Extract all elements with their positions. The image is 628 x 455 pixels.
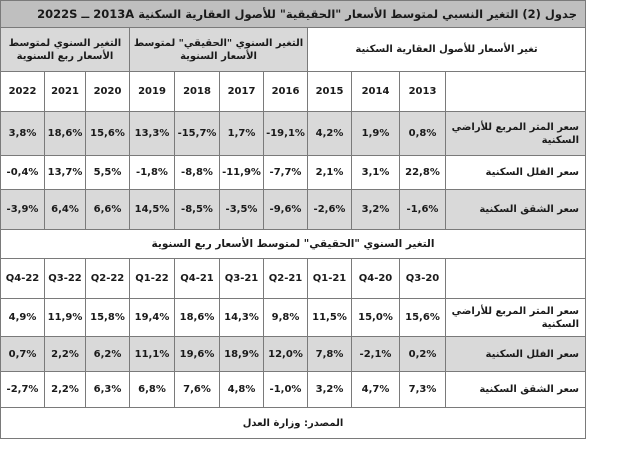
quarter-header: Q4-22: [0, 258, 45, 299]
table-cell: 7,8%: [307, 336, 352, 372]
quarterly-section-title: التغير السنوي "الحقيقي" لمتوسط الأسعار ر…: [0, 229, 586, 259]
quarter-header: Q1-21: [307, 258, 352, 299]
table-cell: -2,6%: [307, 189, 352, 230]
year-header: 2021: [44, 71, 86, 112]
table-cell: 2,1%: [307, 155, 352, 190]
table-cell: 2,2%: [44, 336, 86, 372]
row-label-villas: سعر الفلل السكنية: [445, 155, 586, 190]
table-cell: -8,5%: [174, 189, 220, 230]
table-cell: 15,0%: [351, 298, 400, 337]
table-cell: 13,3%: [129, 111, 175, 156]
table-cell: -3,9%: [0, 189, 45, 230]
group-header-annual-real: التغير السنوي "الحقيقي" لمتوسط الأسعار ا…: [129, 27, 308, 72]
table-cell: 14,5%: [129, 189, 175, 230]
table-cell: -1,0%: [263, 371, 308, 408]
quarter-header: 21-Q3: [219, 258, 264, 299]
table-cell: -3,5%: [219, 189, 264, 230]
source-note: المصدر: وزارة العدل: [0, 407, 586, 439]
table-cell: -1,8%: [129, 155, 175, 190]
quarter-header: 21-Q2: [263, 258, 308, 299]
quarter-header: Q3-22: [44, 258, 86, 299]
price-change-table: جدول (2) التغير النسبي لمتوسط الأسعار "ا…: [0, 0, 586, 439]
year-header: 2022: [0, 71, 45, 112]
quarter-header: Q4-20: [351, 258, 400, 299]
table-cell: 19,4%: [129, 298, 175, 337]
year-header: 2017: [219, 71, 264, 112]
table-cell: 22,8%: [399, 155, 446, 190]
table-cell: 11,1%: [129, 336, 175, 372]
table-cell: 13,7%: [44, 155, 86, 190]
table-cell: 3,8%: [0, 111, 45, 156]
quarter-header: Q3-20: [399, 258, 446, 299]
year-header: 2016: [263, 71, 308, 112]
table-cell: -2,1%: [351, 336, 400, 372]
row-label-land-q: سعر المتر المربع للأراضي السكنية: [445, 298, 586, 337]
table-cell: -0,4%: [0, 155, 45, 190]
table-cell: 11,5%: [307, 298, 352, 337]
table-cell: 3,2%: [307, 371, 352, 408]
table-cell: 4,8%: [219, 371, 264, 408]
table-cell: 15,8%: [85, 298, 130, 337]
row-label-land: سعر المتر المربع للأراضي السكنية: [445, 111, 586, 156]
table-cell: 15,6%: [85, 111, 130, 156]
quarter-header: Q2-22: [85, 258, 130, 299]
table-cell: -2,7%: [0, 371, 45, 408]
year-header: 2014: [351, 71, 400, 112]
year-header-blank: [445, 71, 586, 112]
table-cell: 18,6%: [44, 111, 86, 156]
table-cell: 0,8%: [399, 111, 446, 156]
quarter-header: 21-Q4: [174, 258, 220, 299]
table-cell: 18,6%: [174, 298, 220, 337]
row-label-villas-q: سعر الفلل السكنية: [445, 336, 586, 372]
table-cell: 3,2%: [351, 189, 400, 230]
table-title: جدول (2) التغير النسبي لمتوسط الأسعار "ا…: [0, 0, 586, 28]
group-header-asset-prices: تغير الأسعار للأصول العقارية السكنية: [307, 27, 586, 72]
table-cell: 2,2%: [44, 371, 86, 408]
table-cell: 7,3%: [399, 371, 446, 408]
table-cell: 6,8%: [129, 371, 175, 408]
table-cell: -15,7%: [174, 111, 220, 156]
table-cell: 6,4%: [44, 189, 86, 230]
table-cell: -8,8%: [174, 155, 220, 190]
table-cell: -7,7%: [263, 155, 308, 190]
table-cell: 1,9%: [351, 111, 400, 156]
table-cell: 4,9%: [0, 298, 45, 337]
quarter-header: Q1-22: [129, 258, 175, 299]
year-header: 2018: [174, 71, 220, 112]
table-cell: 0,2%: [399, 336, 446, 372]
table-cell: -9,6%: [263, 189, 308, 230]
table-cell: 11,9%: [44, 298, 86, 337]
table-cell: 6,6%: [85, 189, 130, 230]
table-cell: 6,2%: [85, 336, 130, 372]
year-header: 2020: [85, 71, 130, 112]
table-cell: 6,3%: [85, 371, 130, 408]
row-label-apartments: سعر الشقق السكنية: [445, 189, 586, 230]
table-cell: 0,7%: [0, 336, 45, 372]
year-header: 2019: [129, 71, 175, 112]
table-cell: 14,3%: [219, 298, 264, 337]
table-cell: 9,8%: [263, 298, 308, 337]
table-cell: 1,7%: [219, 111, 264, 156]
table-cell: 5,5%: [85, 155, 130, 190]
table-cell: 12,0%: [263, 336, 308, 372]
table-cell: 3,1%: [351, 155, 400, 190]
row-label-apartments-q: سعر الشقق السكنية: [445, 371, 586, 408]
table-cell: 7,6%: [174, 371, 220, 408]
table-cell: -1,6%: [399, 189, 446, 230]
table-cell: 18,9%: [219, 336, 264, 372]
table-cell: 19,6%: [174, 336, 220, 372]
table-cell: 15,6%: [399, 298, 446, 337]
table-cell: -19,1%: [263, 111, 308, 156]
quarter-header-blank: [445, 258, 586, 299]
year-header: 2013: [399, 71, 446, 112]
year-header: 2015: [307, 71, 352, 112]
table-cell: -11,9%: [219, 155, 264, 190]
table-cell: 4,2%: [307, 111, 352, 156]
table-cell: 4,7%: [351, 371, 400, 408]
group-header-quarterly: التغير السنوي لمتوسط الأسعار ربع السنوية: [0, 27, 130, 72]
